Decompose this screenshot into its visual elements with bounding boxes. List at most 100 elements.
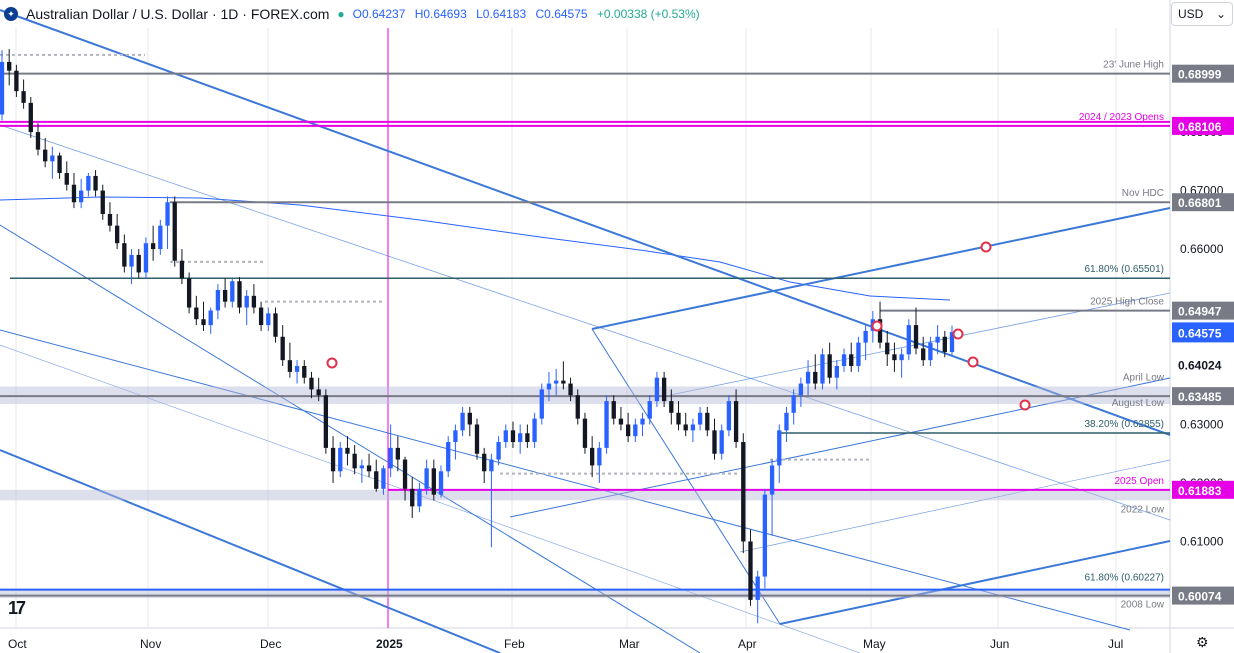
candle-body: [0, 61, 5, 115]
candle-body: [35, 132, 41, 150]
candle-body: [633, 424, 638, 437]
candle-body: [395, 447, 400, 460]
candle-body: [582, 418, 588, 448]
candle-body: [410, 488, 415, 507]
candle-body: [949, 332, 955, 352]
time-tick-label: Nov: [140, 637, 161, 651]
candle-body: [661, 377, 667, 402]
candle-body: [705, 412, 710, 431]
candle-body: [676, 412, 681, 425]
pivot-marker: [952, 328, 964, 340]
price-level-tag: [1172, 387, 1234, 406]
candle-body: [892, 354, 897, 361]
price-level-tag-label: 0.66801: [1178, 196, 1222, 210]
candle-body: [748, 541, 753, 600]
pivot-marker: [326, 357, 338, 369]
candle-body: [741, 442, 746, 542]
chart-header: ✦ Australian Dollar / U.S. Dollar · 1D ·…: [0, 0, 706, 28]
candle-body: [697, 412, 703, 425]
time-tick-label: Jun: [990, 637, 1009, 651]
price-level-tag: [1172, 116, 1234, 135]
candle-body: [122, 243, 127, 267]
candle-body: [381, 468, 386, 489]
candle-body: [186, 278, 192, 308]
rising-slope-line: [509, 377, 1171, 518]
candle-body: [482, 453, 487, 472]
candle-body: [489, 459, 494, 472]
candle-body: [266, 313, 271, 326]
candle-body: [805, 371, 811, 384]
candle-body: [158, 225, 163, 250]
candle-body: [525, 433, 530, 443]
candle-body: [654, 377, 660, 402]
candle-body: [611, 401, 616, 419]
candle-body: [935, 336, 940, 343]
currency-value: USD: [1178, 7, 1204, 21]
price-level-tag: [1172, 480, 1234, 499]
candle-body: [366, 465, 372, 472]
candle-body: [669, 401, 674, 413]
candle-body: [467, 412, 472, 425]
candle-body: [561, 380, 566, 384]
candle-body: [143, 243, 149, 273]
candle-body: [834, 366, 840, 378]
level-label: April Low: [1123, 372, 1165, 383]
level-label: Nov HDC: [1122, 188, 1164, 199]
candle-body: [813, 371, 818, 384]
candle-body: [820, 354, 825, 384]
candle-body: [777, 430, 782, 466]
symbol-title[interactable]: Australian Dollar / U.S. Dollar · 1D · F…: [26, 6, 330, 22]
candle-body: [388, 447, 393, 469]
descending-trendline-lower: [0, 449, 501, 653]
candle-body: [921, 348, 926, 361]
time-tick-label: Feb: [504, 637, 525, 651]
candle-body: [107, 213, 113, 226]
time-tick-label: Oct: [8, 637, 27, 651]
candle-body: [165, 202, 170, 226]
candle-body: [827, 354, 832, 378]
price-level-tag: [1172, 355, 1234, 374]
price-level-tag-label: 0.68999: [1178, 68, 1222, 82]
candle-body: [172, 202, 177, 261]
candle-body: [589, 447, 595, 466]
candle-body: [683, 424, 688, 431]
candle-body: [79, 190, 84, 203]
time-tick-label: Mar: [619, 637, 640, 651]
low-value: L0.64183: [476, 7, 527, 21]
gear-icon[interactable]: ⚙: [1196, 634, 1209, 650]
candle-body: [546, 383, 552, 390]
candle-body: [280, 336, 285, 361]
candle-body: [568, 383, 573, 396]
currency-select[interactable]: USD ⌄: [1171, 2, 1233, 26]
candle-body: [93, 175, 98, 191]
price-level-tag: [1172, 301, 1234, 320]
candle-body: [352, 453, 357, 469]
close-value: C0.64575: [535, 7, 588, 21]
candle-body: [50, 155, 55, 162]
price-level-tag-label: 0.64947: [1178, 305, 1222, 319]
candle-body: [201, 319, 206, 326]
price-level-tag: [1172, 64, 1234, 83]
candle-body: [604, 401, 609, 448]
open-value: O0.64237: [352, 7, 406, 21]
candle-body: [446, 442, 451, 472]
candle-body: [503, 430, 508, 443]
low-2008-zone: [0, 589, 1170, 599]
candle-body: [302, 366, 307, 378]
candle-body: [7, 61, 12, 71]
candle-body: [244, 295, 249, 308]
candle-body: [129, 254, 134, 267]
candle-body: [726, 401, 732, 431]
candle-body: [841, 354, 847, 367]
candle-body: [14, 70, 19, 92]
ohlc-readout: O0.64237 H0.64693 L0.64183 C0.64575 +0.0…: [353, 7, 706, 21]
level-label: 61.80% (0.60227): [1084, 573, 1164, 584]
candle-body: [222, 289, 228, 302]
candle-body: [554, 380, 559, 384]
candle-body: [625, 424, 631, 437]
candle-body: [417, 488, 422, 507]
candle-body: [100, 190, 105, 214]
price-level-tag-label: 0.61883: [1178, 484, 1222, 498]
